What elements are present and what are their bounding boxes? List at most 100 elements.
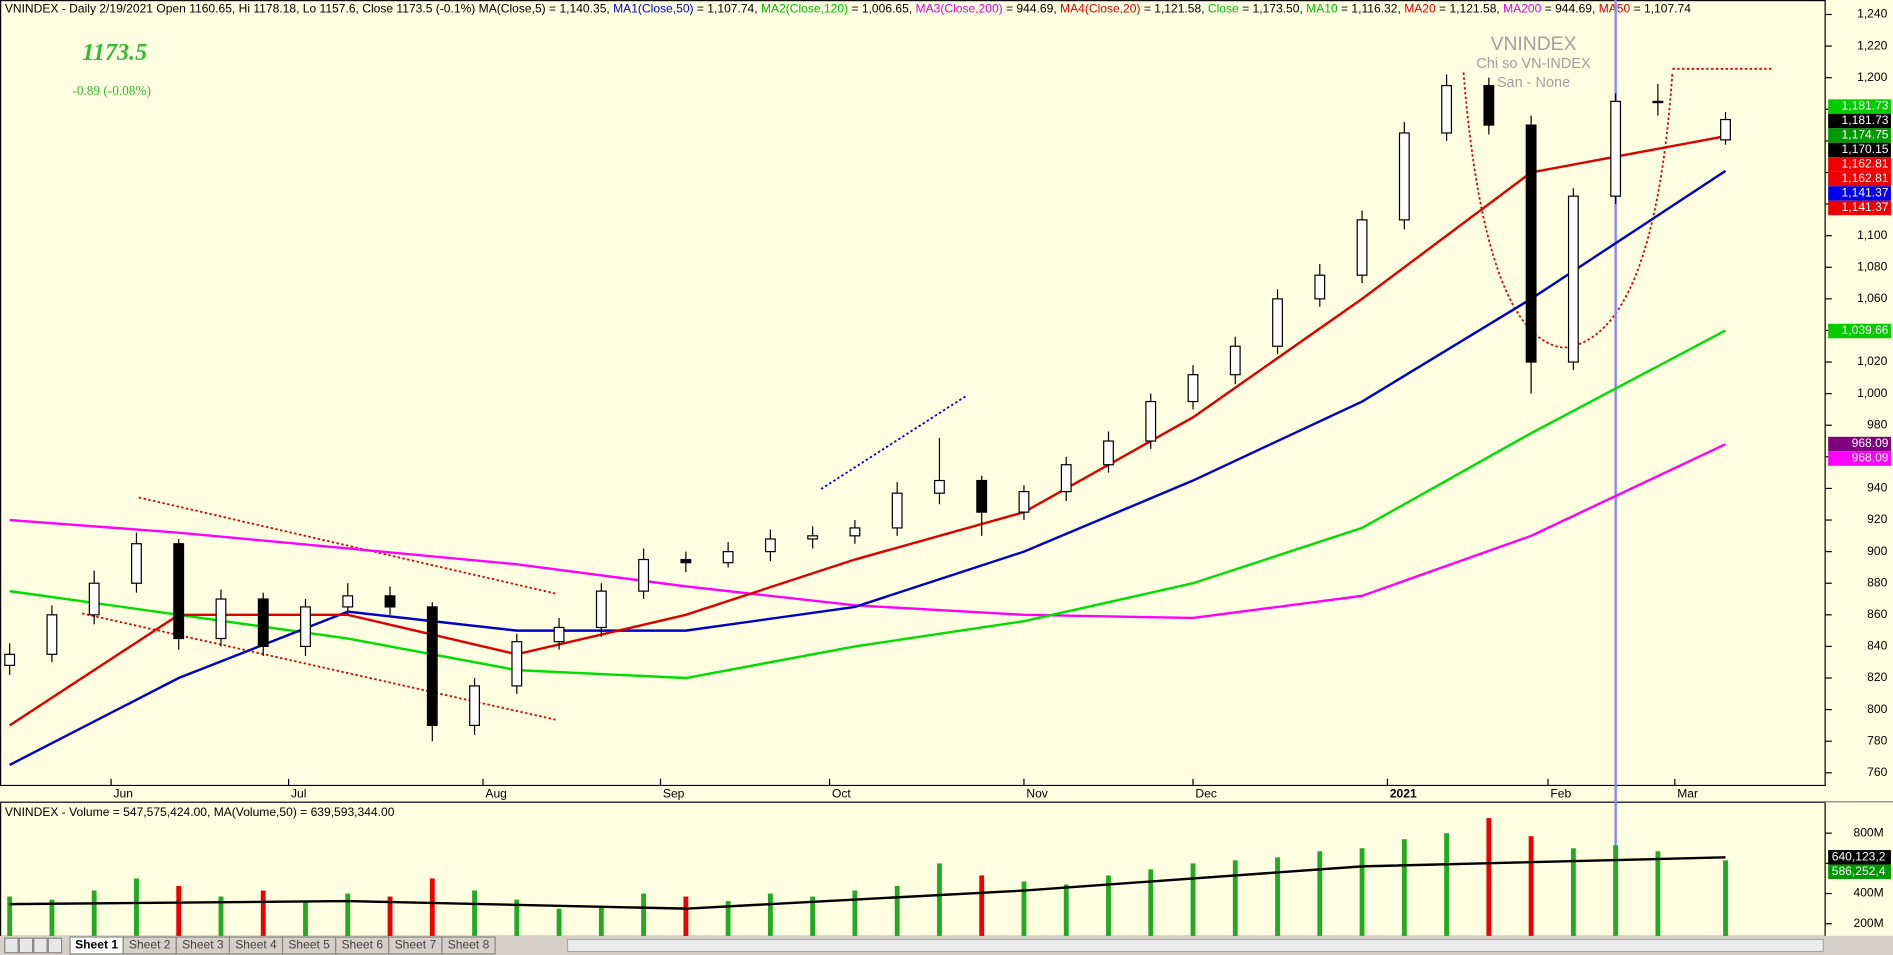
header-segment: Close bbox=[1208, 2, 1239, 16]
tab-nav-button[interactable] bbox=[33, 937, 48, 954]
y-tick-label: 1,020 bbox=[1857, 354, 1887, 368]
y-tick-label: 1,080 bbox=[1857, 259, 1887, 273]
header-segment: = 1,006.65, bbox=[848, 2, 915, 16]
volume-bar bbox=[260, 890, 266, 936]
volume-bar bbox=[514, 899, 520, 936]
x-tick-label: Jun bbox=[114, 787, 133, 801]
price-label-box bbox=[1828, 186, 1891, 201]
candle-body bbox=[1610, 100, 1622, 197]
sheet-tab-label[interactable]: Sheet 1 bbox=[75, 938, 118, 952]
volume-y-tick-label: 200M bbox=[1854, 916, 1884, 930]
header-segment: MA2(Close,120) bbox=[761, 2, 848, 16]
candle-body bbox=[595, 590, 607, 629]
volume-bar bbox=[1723, 860, 1728, 936]
candle-body bbox=[469, 685, 480, 727]
header-segment: = 1,121.58, bbox=[1436, 2, 1503, 16]
y-tick-label: 940 bbox=[1867, 481, 1887, 495]
candle-body bbox=[1720, 118, 1731, 141]
x-tick-label: Feb bbox=[1550, 787, 1571, 801]
sheet-tab-label[interactable]: Sheet 7 bbox=[395, 938, 437, 952]
price-label-box bbox=[1828, 142, 1891, 158]
candle-body bbox=[680, 558, 692, 564]
candle-body bbox=[1441, 84, 1453, 134]
sheet-tab-label[interactable]: Sheet 4 bbox=[235, 938, 277, 952]
x-tick-label: Jul bbox=[291, 787, 306, 801]
x-tick-label: Sep bbox=[663, 787, 685, 801]
volume-bar bbox=[429, 878, 435, 936]
price-label-box bbox=[1828, 128, 1891, 143]
volume-bar bbox=[1275, 857, 1280, 936]
volume-plot bbox=[7, 818, 1728, 936]
candle-body bbox=[46, 614, 58, 655]
header-segment: = 1,107.74 bbox=[1630, 2, 1691, 16]
x-tick-label: 2021 bbox=[1390, 787, 1417, 801]
price-label: 1,181.73 bbox=[1842, 99, 1889, 113]
y-tick-label: 840 bbox=[1867, 639, 1887, 653]
y-tick-label: 1,060 bbox=[1857, 291, 1887, 305]
y-tick-label: 1,220 bbox=[1857, 38, 1887, 52]
price-label-box bbox=[1828, 157, 1891, 172]
sheet-tab-label[interactable]: Sheet 8 bbox=[448, 938, 490, 952]
candle-body bbox=[342, 595, 354, 608]
volume-y-tick-label: 800M bbox=[1854, 825, 1884, 839]
header-segment: = 1,116.32, bbox=[1338, 2, 1405, 16]
candle-body bbox=[1567, 195, 1579, 363]
candle-body bbox=[173, 543, 185, 640]
x-tick-label: Aug bbox=[485, 787, 506, 801]
volume-bar bbox=[1655, 851, 1661, 936]
candle-body bbox=[1018, 490, 1030, 513]
volume-bar bbox=[1570, 848, 1576, 936]
volume-bar bbox=[683, 896, 689, 936]
candle-body bbox=[4, 653, 16, 666]
price-label: 1,141.37 bbox=[1842, 200, 1889, 214]
volume-bar bbox=[1232, 860, 1238, 936]
sheet-tab-label[interactable]: Sheet 5 bbox=[288, 938, 330, 952]
candle-body bbox=[1652, 100, 1664, 104]
x-tick-label: Oct bbox=[832, 787, 851, 801]
ma-line bbox=[9, 443, 1727, 620]
sheet-tab-label[interactable]: Sheet 2 bbox=[129, 938, 171, 952]
tab-nav-button[interactable] bbox=[4, 937, 19, 954]
volume-bar bbox=[1486, 818, 1492, 936]
tab-nav-button[interactable] bbox=[18, 937, 34, 954]
price-label: 1,162.81 bbox=[1842, 157, 1889, 171]
sheet-tab-label[interactable]: Sheet 6 bbox=[341, 938, 383, 952]
candle-body bbox=[1483, 84, 1495, 126]
volume-bar bbox=[641, 893, 647, 936]
header-segment: = 1,121.58, bbox=[1141, 2, 1208, 16]
price-label-box bbox=[1828, 113, 1891, 129]
price-label-box bbox=[1828, 200, 1891, 216]
price-label-box bbox=[1828, 436, 1891, 452]
sheet-tab-label[interactable]: Sheet 3 bbox=[182, 938, 224, 952]
candle-body bbox=[807, 535, 819, 540]
price-label: 1,181.73 bbox=[1842, 113, 1889, 127]
candle-body bbox=[1272, 298, 1283, 347]
header-segment: MA10 bbox=[1306, 2, 1338, 16]
volume-bar bbox=[894, 886, 900, 936]
tab-nav-button[interactable] bbox=[47, 937, 63, 954]
volume-bar bbox=[1021, 881, 1027, 936]
price-label: 1,162.81 bbox=[1842, 171, 1889, 185]
header-segment: VNINDEX - Daily 2/19/2021 Open 1160.65, … bbox=[5, 2, 613, 16]
volume-label-box bbox=[1828, 850, 1891, 865]
volume-bar bbox=[937, 863, 942, 936]
x-tick-label: Mar bbox=[1677, 787, 1698, 801]
y-tick-label: 820 bbox=[1867, 670, 1887, 684]
header-segment: MA1(Close,50) bbox=[613, 2, 693, 16]
volume-bar bbox=[852, 890, 858, 936]
y-tick-label: 780 bbox=[1867, 733, 1887, 747]
volume-bar bbox=[1063, 884, 1069, 936]
y-tick-label: 800 bbox=[1867, 702, 1887, 716]
volume-bar bbox=[725, 901, 731, 936]
trend-line bbox=[81, 612, 556, 721]
candle-body bbox=[1356, 219, 1368, 276]
sheet-tab[interactable] bbox=[441, 936, 496, 955]
header-segment: MA200 bbox=[1503, 2, 1542, 16]
y-tick-label: 760 bbox=[1867, 765, 1887, 779]
last-price: 1173.5 bbox=[82, 39, 147, 66]
volume-bar bbox=[1317, 851, 1323, 936]
header-segment: MA4(Close,20) bbox=[1060, 2, 1140, 16]
price-label: 968.09 bbox=[1852, 436, 1889, 450]
